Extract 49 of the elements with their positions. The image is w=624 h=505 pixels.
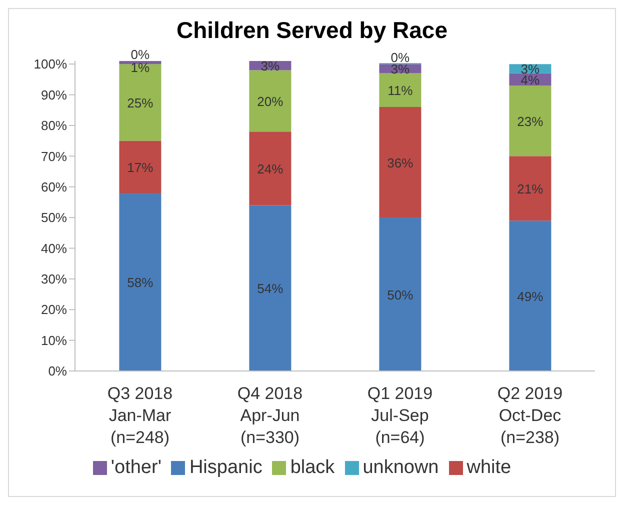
y-tick-label: 0% [48,364,68,379]
y-tick-label: 80% [40,118,68,134]
bar [379,218,422,371]
data-label: 23% [517,114,544,129]
y-tick-label: 10% [40,332,68,348]
y-tick-label: 50% [40,210,68,226]
x-tick-label: Q1 2019 Jul-Sep (n=64) [367,384,433,447]
data-label: 20% [257,94,284,109]
legend-label: black [290,457,335,478]
x-tick-label: Q4 2018 Apr-Jun (n=330) [237,384,303,447]
bar [509,220,552,371]
legend-label: unknown [362,457,439,478]
data-label: 21% [517,181,544,196]
data-label: 36% [387,155,414,170]
data-label: 3% [260,58,280,74]
bar [119,140,162,193]
y-tick-label: 90% [40,87,68,102]
bar [249,205,292,371]
bar [379,107,422,218]
data-label: 25% [127,95,154,110]
legend-label: Hispanic [189,457,262,478]
data-label: 24% [257,161,284,176]
bar [119,61,162,64]
data-label: 11% [388,83,414,98]
data-label: 0% [130,47,150,62]
legend-label: 'other' [110,457,162,478]
chart-title: Children Served by Race [176,17,448,43]
y-tick-label: 40% [40,240,68,256]
y-tick-label: 70% [40,148,68,164]
y-tick-label: 100% [34,56,68,72]
y-tick-label: 60% [40,179,68,194]
x-tick-label: Q2 2019 Oct-Dec (n=238) [497,384,563,447]
bar [249,70,292,132]
bar [119,192,162,371]
data-label: 50% [387,287,414,302]
y-tick-label: 20% [40,302,68,318]
legend-label: white [466,457,512,478]
bar [249,132,292,206]
bar [509,86,552,156]
bar [379,73,422,108]
data-label: 1% [130,60,150,75]
data-label: 17% [127,160,154,175]
y-tick-label: 30% [40,272,68,287]
data-label: 49% [517,288,544,304]
data-label: 54% [257,281,284,296]
bar [509,156,552,221]
data-label: 58% [127,274,154,290]
bar [119,64,162,141]
x-tick-label: Q3 2018 Jan-Mar (n=248) [107,384,173,447]
